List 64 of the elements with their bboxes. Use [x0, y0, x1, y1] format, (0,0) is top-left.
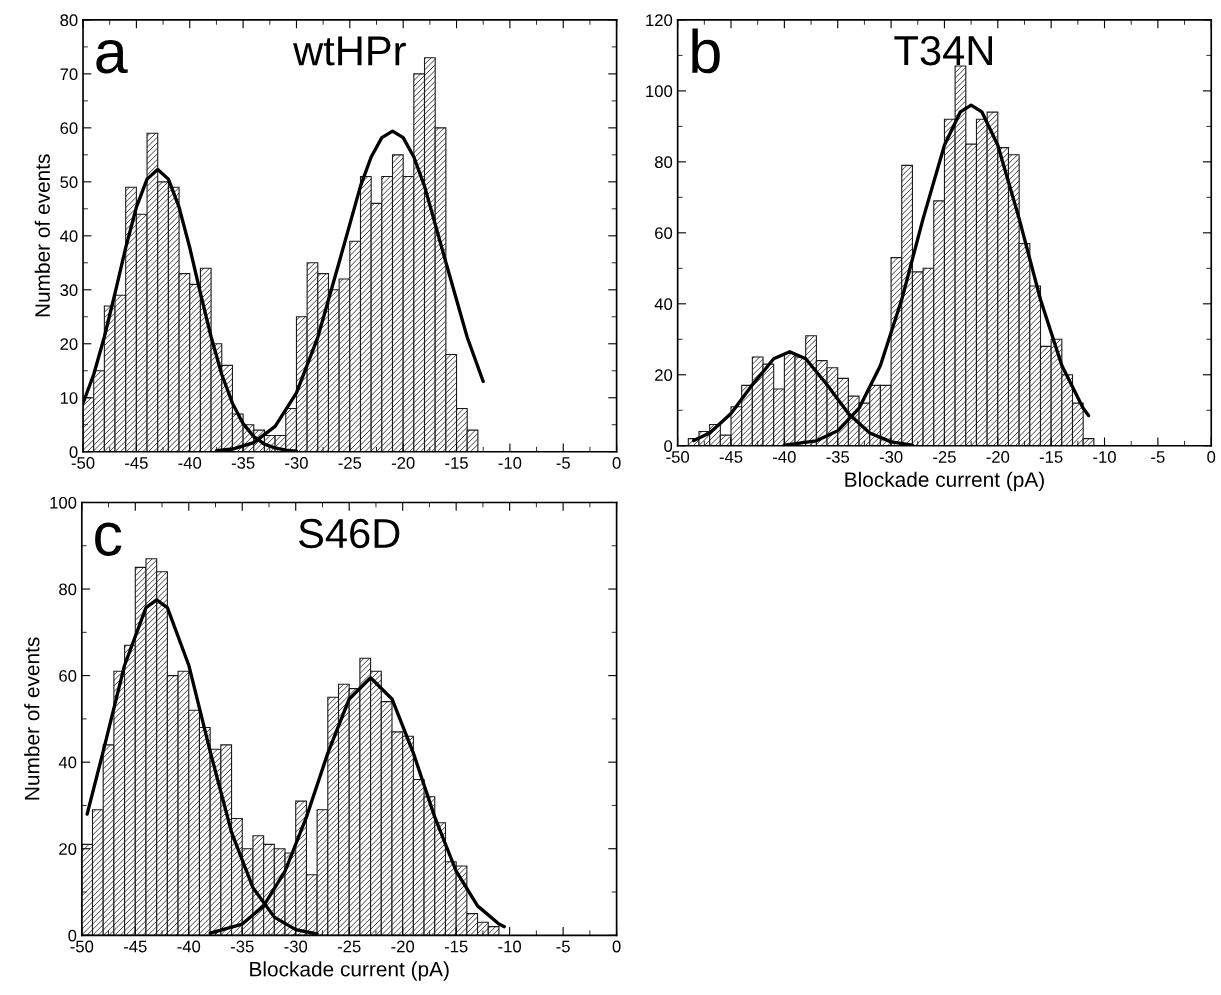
x-tick-label: -45 [719, 451, 743, 463]
x-tick-label: -15 [1039, 451, 1063, 463]
y-tick-label: 0 [664, 440, 673, 452]
chart-title: T34N [894, 35, 992, 66]
x-tick-label: -30 [879, 451, 903, 463]
y-tick-label: 20 [60, 338, 78, 350]
y-tick-label: 80 [60, 14, 78, 27]
x-tick-label: -45 [123, 940, 147, 953]
y-tick-label: 60 [655, 227, 673, 240]
y-tick-label: 20 [655, 369, 673, 381]
x-tick-label: -10 [1093, 451, 1116, 463]
annotation: c [95, 522, 122, 557]
y-tick-label: 20 [59, 843, 77, 855]
y-tick-label: 80 [59, 583, 77, 596]
x-tick-label: -15 [444, 940, 468, 953]
x-tick-label: -25 [337, 940, 361, 953]
x-tick-label: -25 [933, 451, 956, 463]
y-tick-label: 30 [60, 284, 78, 296]
x-tick-label: -5 [556, 940, 570, 953]
x-tick-label: -15 [445, 457, 468, 469]
x-tick-label: -20 [391, 940, 415, 953]
x-tick-label: 0 [612, 940, 621, 953]
x-tick-label: -20 [986, 451, 1010, 463]
y-tick-label: 60 [59, 670, 77, 682]
y-axis-title: Number of events [34, 154, 50, 317]
y-tick-label: 100 [646, 85, 673, 98]
x-tick-label: -40 [178, 457, 202, 469]
x-tick-label: -40 [177, 940, 201, 953]
x-tick-label: -45 [125, 457, 148, 469]
x-tick-label: -30 [285, 457, 308, 469]
y-tick-label: 40 [58, 756, 77, 769]
x-tick-label: -5 [1151, 451, 1165, 463]
x-tick-label: -50 [70, 940, 94, 953]
y-tick-label: 60 [60, 122, 78, 135]
x-tick-label: -40 [773, 451, 796, 463]
y-tick-label: 50 [60, 176, 78, 189]
x-tick-label: -50 [666, 451, 690, 463]
x-tick-label: -35 [826, 451, 850, 463]
y-tick-label: 100 [50, 496, 77, 509]
chart-title: S46D [298, 518, 400, 549]
x-tick-label: -30 [284, 940, 308, 953]
y-tick-label: 0 [68, 929, 77, 942]
x-tick-label: -5 [556, 457, 570, 469]
x-axis-title: Blockade current (pA) [250, 961, 449, 981]
y-tick-label: 40 [60, 230, 78, 243]
y-tick-label: 70 [60, 68, 78, 81]
y-tick-label: 10 [60, 392, 78, 404]
x-tick-label: 0 [612, 457, 621, 469]
y-tick-label: 40 [654, 298, 673, 311]
x-tick-label: 0 [1207, 451, 1216, 463]
x-tick-label: -25 [338, 457, 362, 469]
x-tick-label: -20 [391, 457, 415, 469]
x-tick-label: -10 [498, 940, 522, 953]
x-tick-label: -35 [230, 940, 254, 953]
y-tick-label: 120 [646, 14, 673, 27]
x-axis-title: Blockade current (pA) [845, 471, 1044, 492]
y-tick-label: 80 [654, 156, 673, 169]
x-tick-label: -35 [231, 457, 255, 469]
chart-title: wtHPr [293, 36, 406, 66]
y-axis-title: Number of events [24, 637, 40, 800]
x-tick-label: -50 [71, 457, 95, 469]
x-tick-label: -10 [498, 457, 522, 469]
annotation: b [692, 28, 720, 74]
annotation: a [96, 39, 128, 74]
